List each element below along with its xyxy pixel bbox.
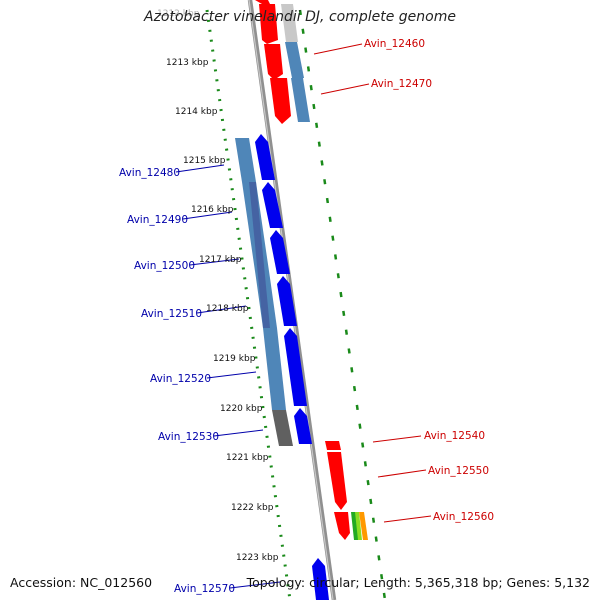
gene-label-avin-12560[interactable]: Avin_12560 xyxy=(433,511,494,523)
gene-label-avin-12470[interactable]: Avin_12470 xyxy=(371,78,432,90)
gene-avin-12530[interactable] xyxy=(294,408,312,444)
tick-label: 1218 kbp xyxy=(206,304,249,314)
gene-avin-12460b[interactable] xyxy=(259,4,278,44)
gene-avin-12570[interactable] xyxy=(312,558,329,600)
gene-label-avin-12510[interactable]: Avin_12510 xyxy=(141,308,202,320)
tick-label: 1220 kbp xyxy=(220,404,263,414)
tick-label: 1223 kbp xyxy=(236,553,279,563)
connector-avin-12510 xyxy=(196,305,247,314)
gene-label-avin-12530[interactable]: Avin_12530 xyxy=(158,431,219,443)
connector-avin-12500 xyxy=(189,258,240,266)
tick-label: 1222 kbp xyxy=(231,503,274,513)
connector-avin-12470 xyxy=(320,83,370,95)
tick-label: 1216 kbp xyxy=(191,205,234,215)
gene-avin-12480[interactable] xyxy=(255,134,275,180)
gene-label-avin-12460[interactable]: Avin_12460 xyxy=(364,38,425,50)
map-title: Azotobacter vinelandii DJ, complete geno… xyxy=(144,9,456,25)
tick-label: 1212 kbp xyxy=(157,9,200,19)
right-dotted-track xyxy=(298,9,387,600)
cds-track-reverse-3 xyxy=(249,230,270,278)
cds-track-reverse-1 xyxy=(235,138,256,182)
gene-small-orange[interactable] xyxy=(359,512,368,540)
gene-label-avin-12490[interactable]: Avin_12490 xyxy=(127,214,188,226)
gene-avin-12560[interactable] xyxy=(334,512,350,540)
cds-track-forward-3 xyxy=(291,78,310,122)
cds-track-reverse-5 xyxy=(263,328,286,410)
tick-label: 1221 kbp xyxy=(226,453,269,463)
tick-label: 1214 kbp xyxy=(175,107,218,117)
connector-avin-12520 xyxy=(206,371,257,379)
gene-avin-12550[interactable] xyxy=(327,452,347,510)
gene-label-avin-12520[interactable]: Avin_12520 xyxy=(150,373,211,385)
connector-avin-12460 xyxy=(313,43,363,55)
tick-label: 1213 kbp xyxy=(166,58,209,68)
connector-avin-12480 xyxy=(175,164,225,173)
gene-avin-12460[interactable] xyxy=(255,0,270,4)
gene-label-avin-12570[interactable]: Avin_12570 xyxy=(174,583,235,595)
gene-avin-12470[interactable] xyxy=(264,44,283,80)
cds-track-reverse-6 xyxy=(272,410,293,446)
cds-track-forward-1 xyxy=(281,4,298,42)
cds-track-forward-2 xyxy=(285,42,304,78)
gene-label-avin-12500[interactable]: Avin_12500 xyxy=(134,260,195,272)
topology-label: Topology: circular; Length: 5,365,318 bp… xyxy=(246,575,590,590)
gene-avin-12490[interactable] xyxy=(262,182,283,228)
gene-label-avin-12540[interactable]: Avin_12540 xyxy=(424,430,485,442)
cds-track-reverse-2 xyxy=(242,182,263,230)
gene-label-avin-12480[interactable]: Avin_12480 xyxy=(119,167,180,179)
connector-avin-12490 xyxy=(182,211,233,220)
tick-label: 1219 kbp xyxy=(213,354,256,364)
connector-avin-12570 xyxy=(229,581,281,589)
connector-avin-12550 xyxy=(377,469,427,478)
cds-track-reverse-4 xyxy=(256,278,277,328)
gene-avin-12470b[interactable] xyxy=(270,78,291,124)
gene-avin-12520[interactable] xyxy=(284,328,307,406)
connector-avin-12530 xyxy=(213,429,264,437)
gene-avin-12500[interactable] xyxy=(270,230,290,274)
tick-label: 1215 kbp xyxy=(183,156,226,166)
gene-label-avin-12550[interactable]: Avin_12550 xyxy=(428,465,489,477)
gene-small-lime[interactable] xyxy=(355,512,362,540)
accession-label: Accession: NC_012560 xyxy=(10,575,153,590)
connector-avin-12560 xyxy=(383,515,432,523)
gene-avin-12540[interactable] xyxy=(325,441,341,450)
gene-avin-12510[interactable] xyxy=(277,276,297,326)
tick-label: 1217 kbp xyxy=(199,255,242,265)
connector-avin-12540 xyxy=(372,435,422,443)
cds-track-reverse-shade xyxy=(249,182,270,328)
